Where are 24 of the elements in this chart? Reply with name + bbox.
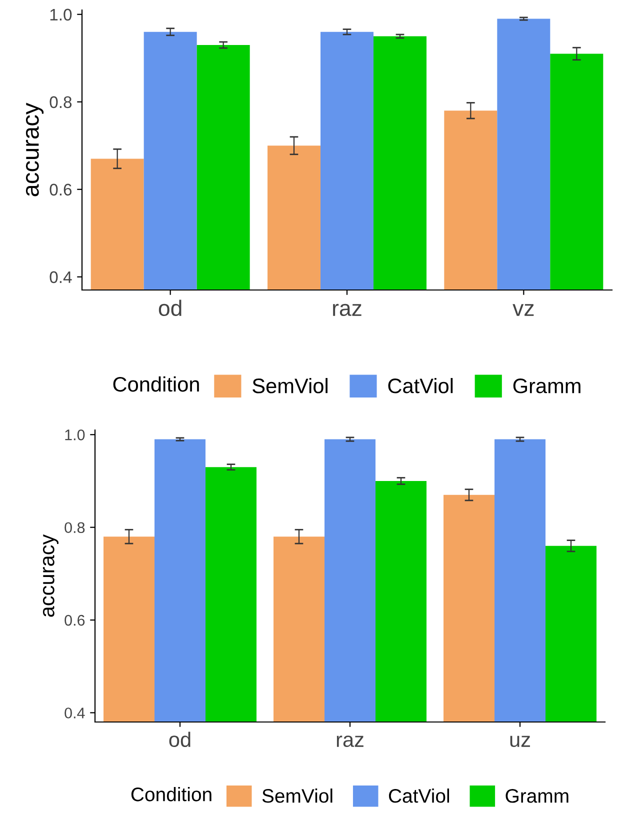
- y-tick-label: 0.4: [64, 708, 85, 718]
- y-tick-label: 0.6: [64, 614, 85, 626]
- x-tick-label: od: [158, 300, 182, 316]
- x-tick-label: od: [169, 732, 190, 748]
- x-tick-label: uz: [510, 736, 530, 748]
- x-tick-label: vz: [512, 304, 534, 316]
- y-tick-label: 0.4: [50, 271, 72, 284]
- legend-title: Condition: [113, 376, 199, 392]
- y-tick-label: 1.0: [65, 430, 85, 440]
- y-tick-label: 0.6: [50, 184, 72, 196]
- legend-title: Condition: [131, 787, 212, 802]
- y-axis-title: accuracy: [26, 102, 44, 196]
- y-axis-title: accuracy: [42, 534, 58, 617]
- legend-label: Gramm: [506, 789, 568, 803]
- x-tick-label: raz: [333, 304, 362, 316]
- legend-label: SemViol: [262, 788, 332, 803]
- legend-label: CatViol: [388, 378, 453, 394]
- y-tick-label: 0.8: [50, 96, 72, 108]
- y-tick-label: 1.0: [50, 8, 72, 21]
- y-tick-label: 0.8: [64, 522, 85, 534]
- x-tick-label: raz: [336, 736, 364, 748]
- legend-label: SemViol: [252, 378, 328, 394]
- legend-label: CatViol: [388, 788, 450, 803]
- legend-label: Gramm: [513, 378, 580, 394]
